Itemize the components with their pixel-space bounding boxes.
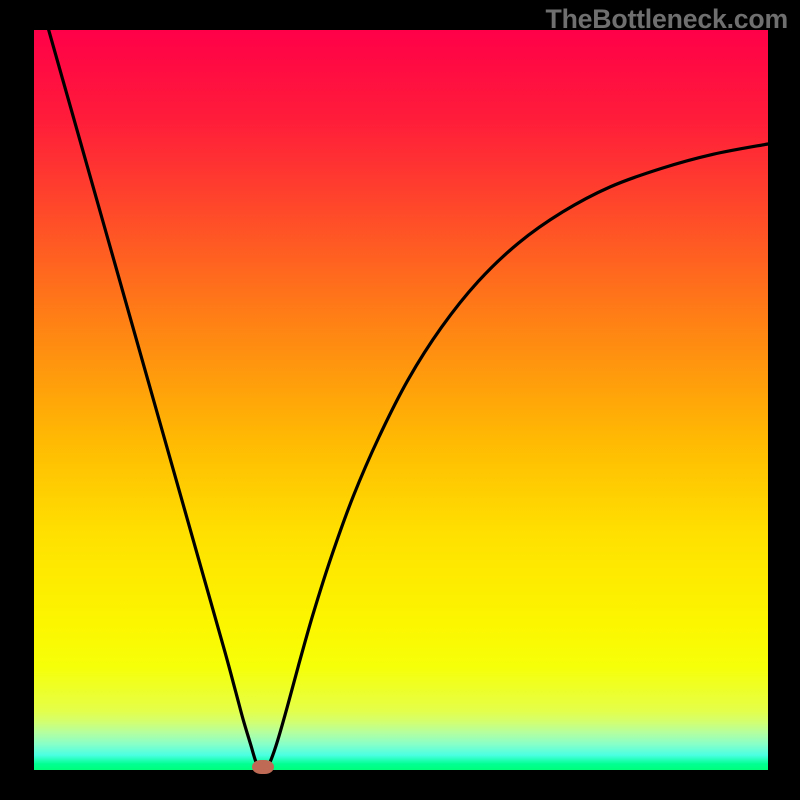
chart-stage: TheBottleneck.com <box>0 0 800 800</box>
bottleneck-curve <box>49 30 768 770</box>
plot-area <box>34 30 768 770</box>
curve-layer <box>34 30 768 770</box>
optimal-point-marker <box>252 760 274 774</box>
